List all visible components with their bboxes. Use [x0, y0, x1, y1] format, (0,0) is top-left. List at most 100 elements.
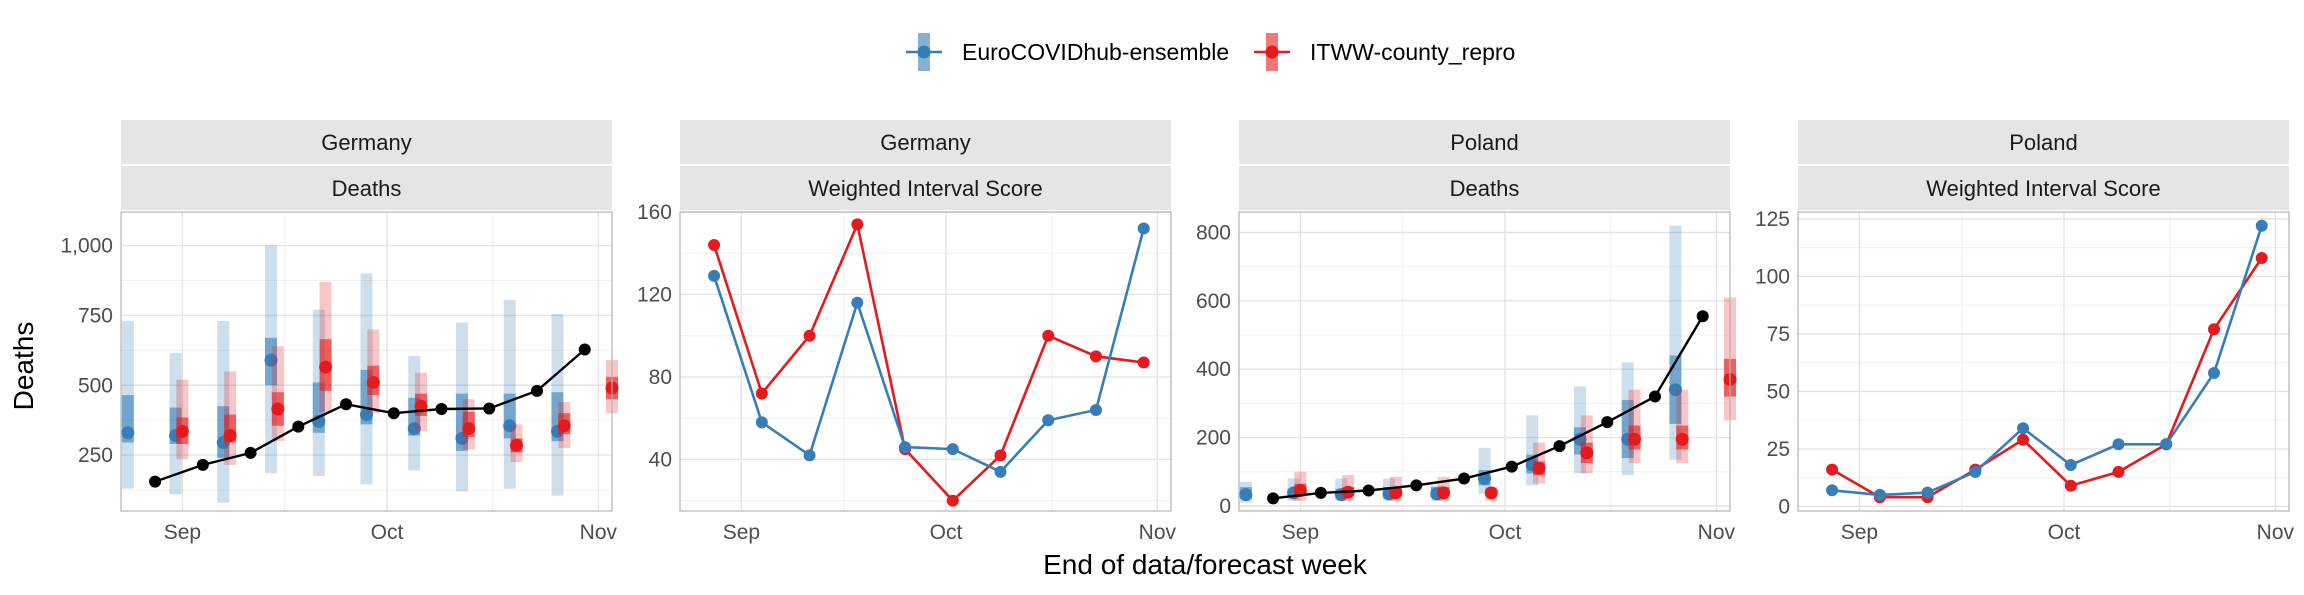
y-tick-label: 50 [1767, 380, 1790, 403]
median-point [1532, 461, 1546, 475]
gridlines [121, 212, 612, 511]
observed-point [1458, 472, 1471, 485]
observed-point [578, 343, 591, 356]
strip-metric-label: Deaths [1450, 176, 1520, 201]
score-point [2207, 367, 2220, 379]
score-point [1137, 222, 1150, 235]
y-tick-label: 200 [1196, 427, 1231, 450]
strip-country-bg [680, 120, 1171, 164]
observed-point [1648, 390, 1661, 403]
observed-line [154, 348, 586, 483]
median-point [1484, 486, 1498, 500]
y-tick-label: 100 [1755, 265, 1790, 288]
strip-country-bg [1239, 120, 1730, 164]
y-tick-label: 750 [78, 304, 113, 327]
y-tick-label: 0 [1778, 495, 1790, 518]
score-point [2064, 459, 2077, 471]
score-point [708, 238, 721, 251]
x-tick-label: Nov [1698, 521, 1736, 544]
strip-metric-bg [1239, 166, 1730, 210]
x-tick-label: Sep [164, 521, 201, 544]
score-point [755, 387, 768, 400]
score-point [2112, 465, 2125, 478]
y-tick-label: 250 [78, 444, 113, 467]
panel-border [1238, 211, 1731, 512]
median-point [510, 438, 524, 452]
y-tick-label: 80 [649, 366, 672, 389]
observed-point [1601, 416, 1614, 429]
strip-metric-label: Deaths [332, 176, 402, 201]
observed-point [1696, 310, 1709, 323]
score-point [1969, 465, 1982, 478]
legend-entry-county: ITWW-county_repro [1254, 33, 1515, 71]
score-point [1873, 488, 1886, 501]
observed-point [1505, 460, 1518, 473]
score-point [1921, 486, 1934, 499]
strip-country-label: Poland [1450, 130, 1519, 155]
x-axis-title: End of data/forecast week [1043, 549, 1368, 580]
y-tick-label: 800 [1196, 222, 1231, 245]
y-tick-label: 500 [78, 374, 113, 397]
score-point [994, 465, 1007, 478]
score-point [755, 416, 768, 429]
forecast-ensemble [121, 245, 564, 503]
panel-3: Poland Weighted Interval Score 0 25 50 75 100 1… [1755, 120, 2295, 544]
observed-point [1410, 479, 1423, 492]
y-tick-label: 75 [1767, 323, 1790, 346]
strip-metric-bg [680, 166, 1171, 210]
gridlines [1798, 212, 2289, 511]
observed-line [1272, 315, 1704, 500]
x-tick-label: Sep [1282, 521, 1319, 544]
x-tick-label: Nov [580, 521, 618, 544]
y-tick-label: 120 [637, 283, 672, 306]
x-tick-label: Nov [1139, 521, 1177, 544]
score-point [2255, 219, 2268, 232]
median-point [1668, 383, 1682, 397]
legend-entry-ensemble: EuroCOVIDhub-ensemble [906, 33, 1229, 71]
median-point [1389, 486, 1403, 500]
score-line [1831, 225, 2263, 497]
y-axis-title: Deaths [8, 322, 39, 411]
median-point [175, 424, 189, 438]
panel-2: Poland Deaths 0 200 400 600 800 Sep Oct Nov [1196, 120, 1737, 544]
median-point [360, 408, 373, 422]
observed-point [244, 446, 257, 459]
observed-point [387, 407, 400, 420]
score-point [1042, 329, 1055, 342]
observed-point [483, 402, 496, 415]
observed-point [1553, 440, 1566, 453]
y-tick-label: 400 [1196, 358, 1231, 381]
median-point [1573, 432, 1587, 446]
score-line [712, 220, 1144, 503]
score-point [2017, 422, 2030, 435]
score-point [851, 218, 864, 231]
median-point [271, 402, 285, 416]
median-point [1628, 432, 1642, 446]
median-point [264, 353, 278, 367]
score-series-county [708, 218, 1150, 507]
observed-point [196, 458, 209, 471]
legend-label: ITWW-county_repro [1310, 39, 1515, 65]
y-tick-label: 0 [1219, 495, 1231, 518]
y-tick-label: 600 [1196, 290, 1231, 313]
y-tick-label: 1,000 [60, 235, 113, 258]
median-point [462, 422, 476, 436]
score-point [946, 494, 959, 507]
median-point [557, 419, 571, 433]
observed-point [1362, 484, 1375, 497]
score-series-ensemble [708, 222, 1150, 478]
observed-point [149, 475, 162, 488]
x-tick-label: Oct [930, 521, 963, 544]
score-point [2017, 433, 2030, 446]
score-point [1826, 463, 1839, 476]
strip-country-label: Germany [321, 130, 411, 155]
median-point [366, 375, 380, 389]
x-tick-label: Oct [1489, 521, 1522, 544]
strip-metric-label: Weighted Interval Score [808, 176, 1042, 201]
legend-key-point [917, 45, 931, 59]
score-point [803, 449, 816, 462]
legend-key-point [1265, 45, 1279, 59]
y-tick-label: 125 [1755, 208, 1790, 231]
x-tick-label: Oct [2048, 521, 2081, 544]
